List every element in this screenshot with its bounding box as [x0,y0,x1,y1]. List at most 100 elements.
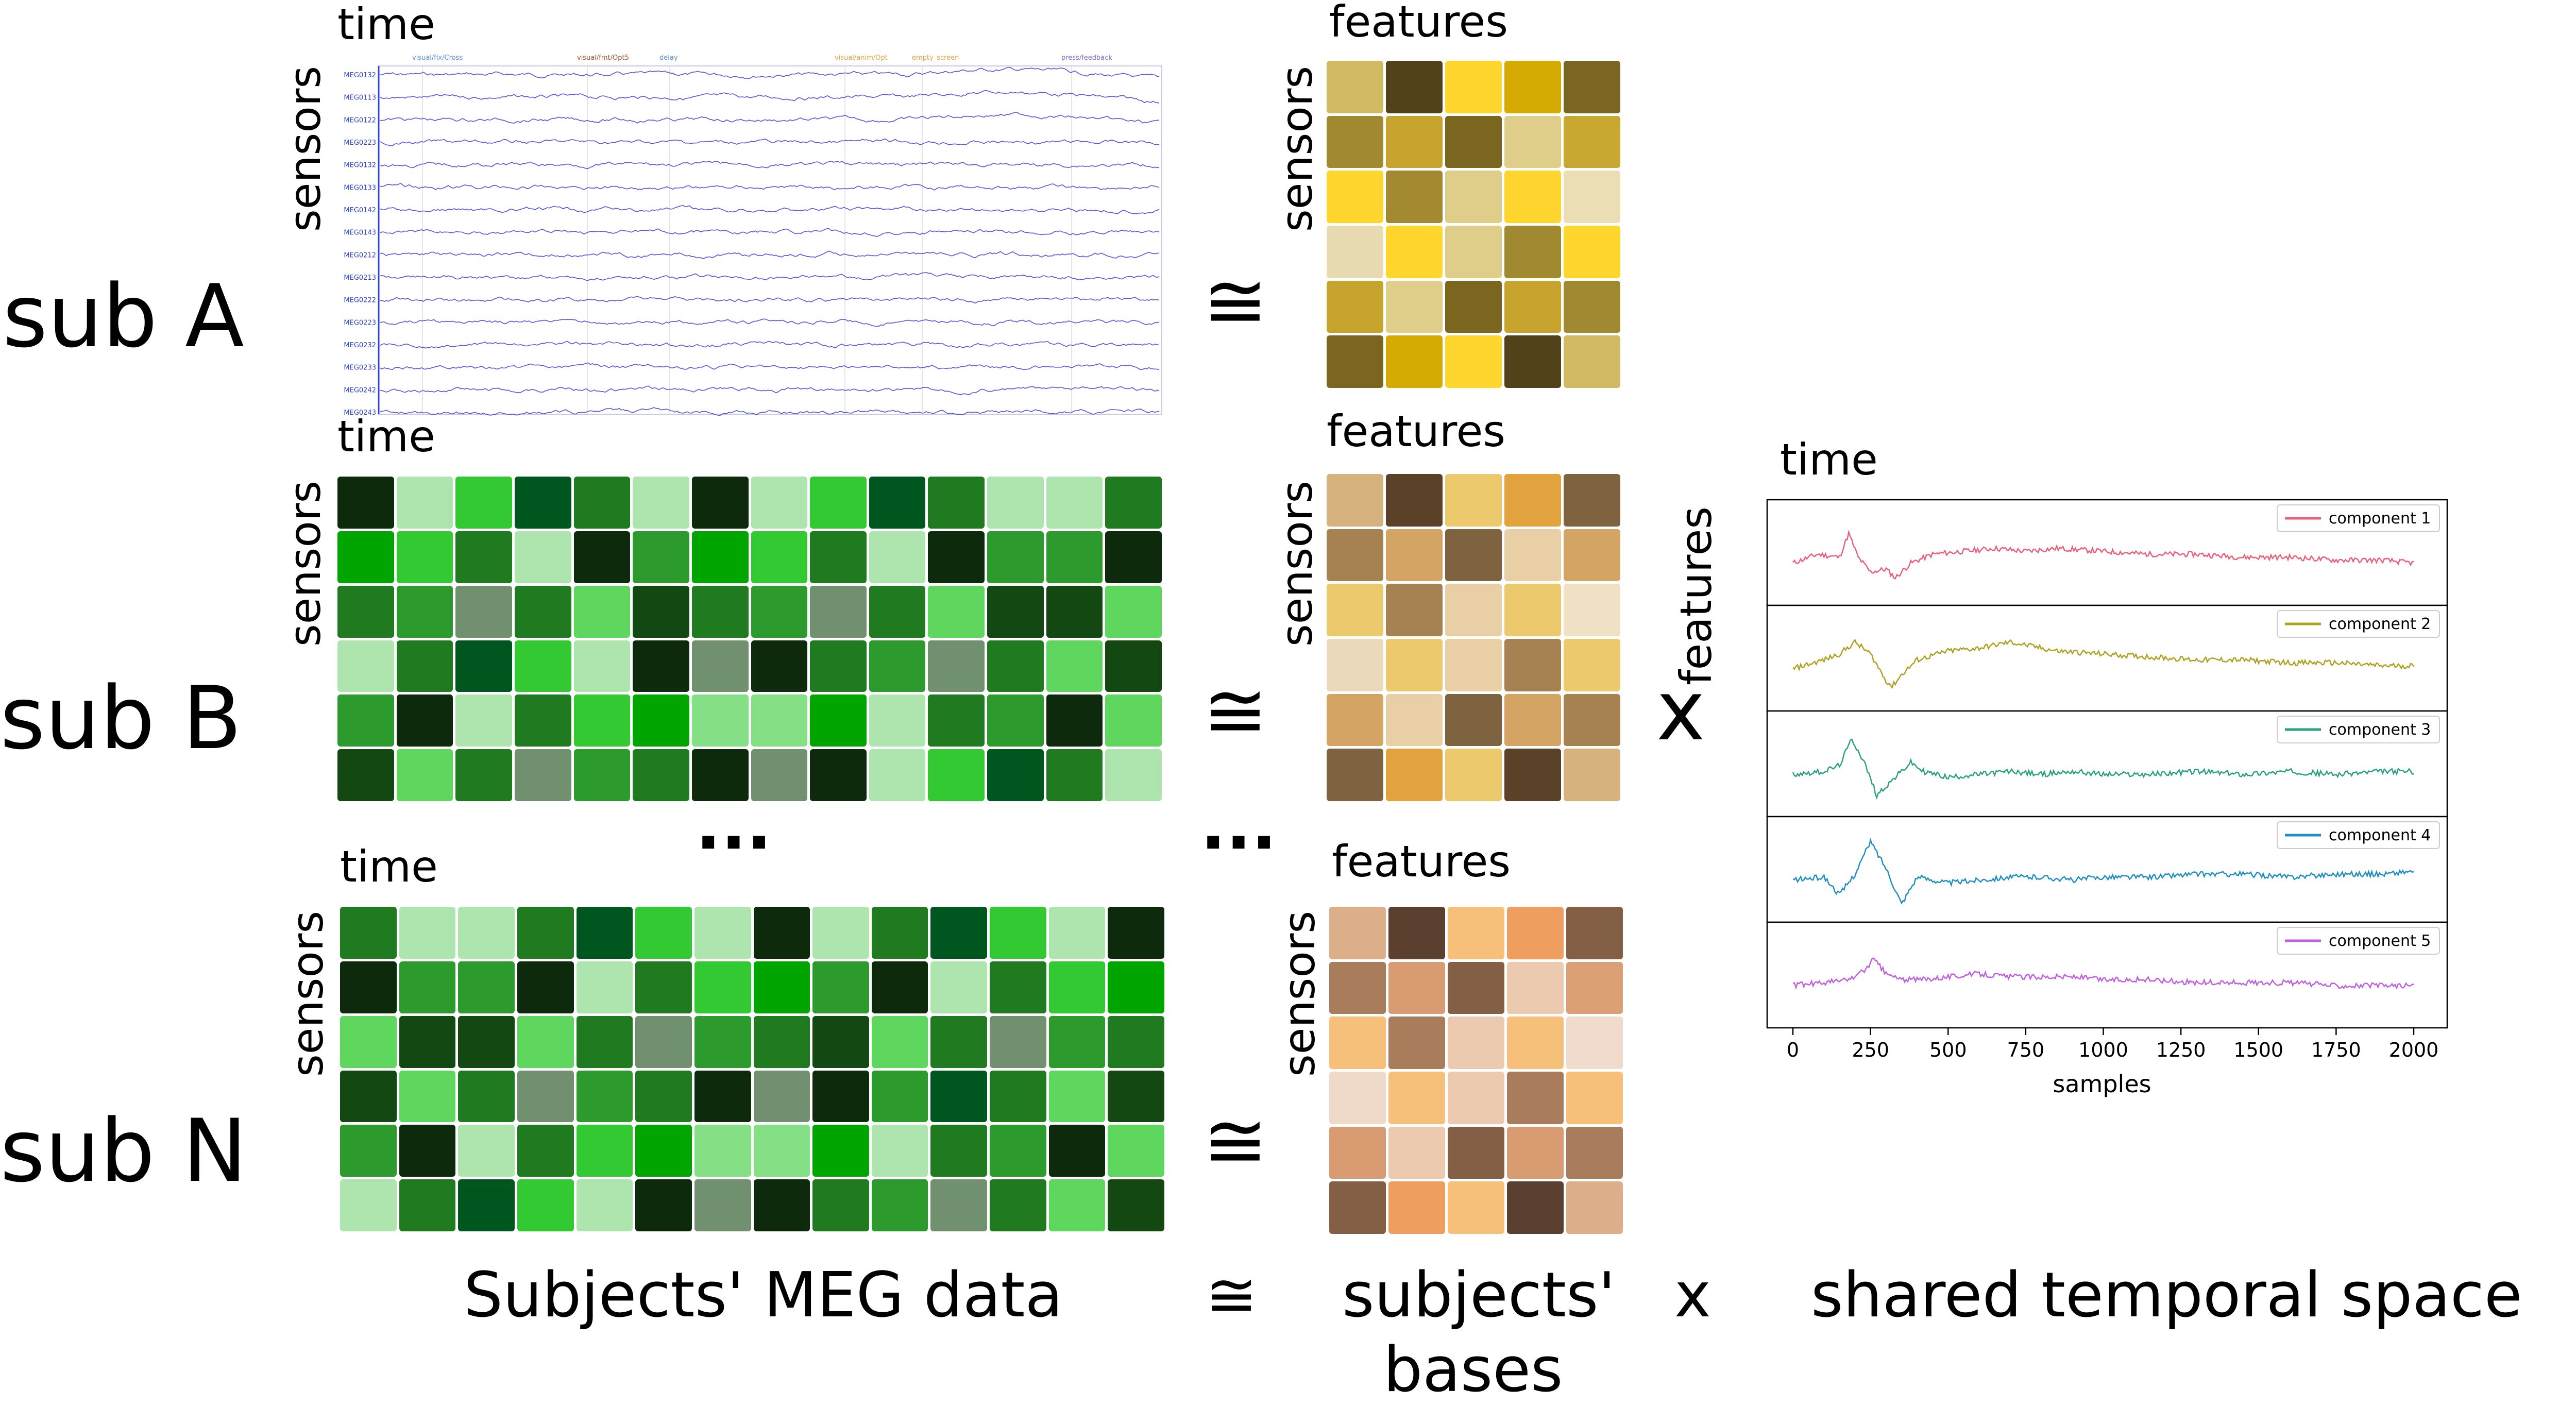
meg-matrix-cell [871,1015,928,1068]
basis-cell [1507,1181,1564,1234]
meg-matrix-cell [458,961,515,1013]
basis-cell [1445,171,1502,223]
basis-cell [1327,171,1383,223]
approx-symbol-a: ≅ [1203,257,1268,346]
basis-cell [1445,61,1502,113]
meg-matrix-cell [635,1125,692,1177]
meg-matrix-cell [990,1015,1046,1068]
meg-matrix-cell [635,1015,692,1068]
basis-cell [1504,638,1561,691]
meg-matrix-cell [576,961,633,1013]
meg-channel-label: MEG0223 [344,319,376,327]
basis-cell [1329,1017,1386,1069]
meg-matrix-cell [810,531,867,583]
basis-cell [1448,1181,1504,1234]
basis-cell [1507,907,1564,959]
meg-matrix-cell [869,749,926,801]
basis-cell [1564,693,1620,747]
series-line-component-1 [1792,529,2414,580]
meg-matrix-cell [337,585,394,638]
basis-cell [1388,1181,1445,1234]
meg-event-label: visual/fmt/Opt5 [577,54,629,62]
meg-matrix-cell [990,961,1046,1013]
basis-cell [1566,1017,1623,1069]
meg-matrix-cell [930,1015,988,1068]
meg-trace [380,407,1160,416]
meg-matrix-cell [340,961,397,1013]
meg-matrix-cell [930,1179,988,1231]
meg-matrix-cell [930,907,988,959]
meg-matrix-cell [1046,694,1103,747]
meg-matrix-cell [987,477,1044,529]
meg-matrix-cell [753,1125,810,1177]
meg-matrix-cell [396,531,453,583]
meg-matrix-cell [691,640,749,692]
meg-matrix-cell [514,477,571,529]
basis-cell [1327,225,1383,278]
basis-cell [1564,280,1620,333]
meg-channel-label: MEG0143 [344,229,376,237]
meg-trace [380,296,1160,303]
meg-matrix-cell [987,585,1044,638]
meg-matrix-cell [928,749,985,801]
meg-matrix-cell [869,694,926,747]
x-tick-label: 500 [1929,1039,1967,1061]
basis-cell [1504,474,1561,527]
legend-label: component 3 [2329,721,2431,739]
meg-channel-label: MEG0243 [344,409,376,417]
basis-cell [1445,638,1502,691]
meg-matrix-cell [1046,640,1103,692]
dots-between-bases: ··· [1200,803,1277,882]
meg-matrix-cell [753,1015,810,1068]
meg-matrix-cell [514,749,571,801]
basis-cell [1504,280,1561,333]
meg-matrix-cell [455,531,512,583]
meg-matrix-cell [930,1070,988,1123]
meg-matrix-cell [810,477,867,529]
meg-matrix-cell [753,1070,810,1123]
meg-matrix-cell [812,907,869,959]
basis-cell [1388,1071,1445,1124]
meg-trace [380,362,1160,370]
meg-matrix-cell [1048,1015,1106,1068]
meg-matrix-cell [458,1070,515,1123]
basis-cell [1566,907,1623,959]
basis-a-matrix [1327,61,1620,388]
basis-cell [1507,1017,1564,1069]
caption-times: x [1674,1260,1711,1331]
meg-matrix-cell [337,477,394,529]
meg-channel-label: MEG0233 [344,364,376,372]
meg-channel-label: MEG0232 [344,342,376,349]
caption-bases-line2: bases [1383,1334,1563,1406]
meg-matrix-cell [399,1125,456,1177]
basis-cell [1388,961,1445,1014]
basis-cell [1445,749,1502,801]
basis-cell [1504,225,1561,278]
meg-matrix-cell [576,1179,633,1231]
basis-cell [1327,749,1383,801]
meg-trace [380,205,1160,214]
legend-box [2277,716,2440,743]
meg-matrix-cell [337,749,394,801]
meg-matrix-cell [1046,749,1103,801]
meg-matrix-cell [871,1179,928,1231]
meg-matrix-cell [869,477,926,529]
basis-cell [1504,171,1561,223]
sub-b-sensors-label: sensors [280,480,330,647]
meg-trace [380,138,1160,146]
meg-matrix-cell [751,531,808,583]
basis-cell [1329,961,1386,1014]
meg-matrix-cell [928,640,985,692]
meg-matrix-cell [691,749,749,801]
meg-matrix-cell [1108,907,1164,959]
legend-box [2277,927,2440,955]
meg-matrix-cell [1108,1125,1164,1177]
basis-cell [1327,474,1383,527]
series-line-component-5 [1792,957,2414,990]
meg-matrix-cell [517,907,574,959]
sub-b-meg-matrix [337,477,1162,801]
meg-matrix-cell [635,961,692,1013]
basis-cell [1564,225,1620,278]
meg-matrix-cell [514,694,571,747]
meg-matrix-cell [396,640,453,692]
